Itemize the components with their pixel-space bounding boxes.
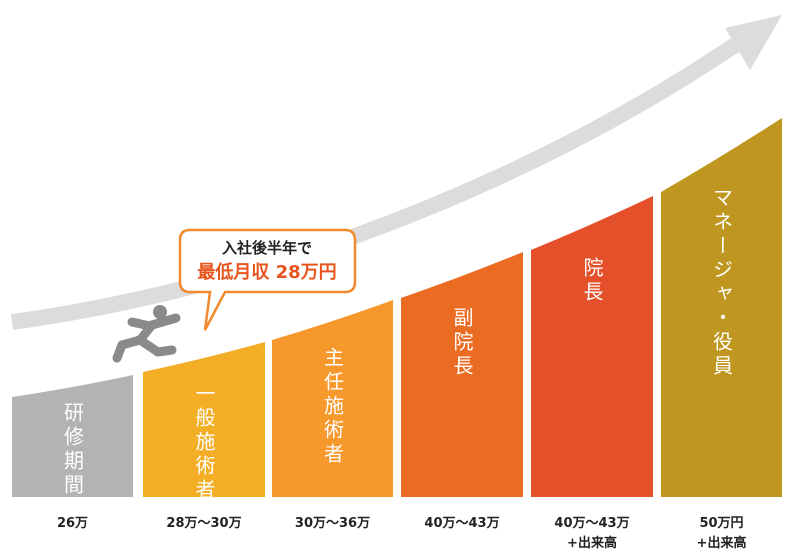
stage-title: マネージャ・役員 [710,187,734,379]
stage-extra: +出来高 [567,535,617,551]
stage-column [661,118,782,497]
stage-title: 副院長 [450,307,474,379]
stage-title: 主任施術者 [321,347,345,467]
stage-column [143,342,265,497]
stage-title: 一般施術者 [192,383,216,503]
stage-salary: 40万～43万 [424,516,499,531]
arrow-head [725,15,782,70]
callout-line1: 入社後半年で [222,239,312,257]
stage-salary: 40万～43万 [554,516,629,531]
growth-arrow [10,38,740,330]
stage-column [272,300,393,497]
stage-salary: 28万～30万 [166,516,241,531]
stage-column [531,196,653,497]
stage-salary: 50万円 [699,516,743,531]
stage-title: 研修期間 [61,402,85,498]
stage-extra: +出来高 [697,535,747,551]
stage-salary: 30万～36万 [295,516,370,531]
stage-title: 院長 [580,257,604,305]
stage-column [401,252,523,497]
runner-icon [112,305,181,363]
callout-line2: 最低月収 28万円 [197,261,336,283]
stage-column [12,375,133,497]
stage-salary: 26万 [57,516,88,531]
callout: 入社後半年で 最低月収 28万円 [178,228,357,331]
